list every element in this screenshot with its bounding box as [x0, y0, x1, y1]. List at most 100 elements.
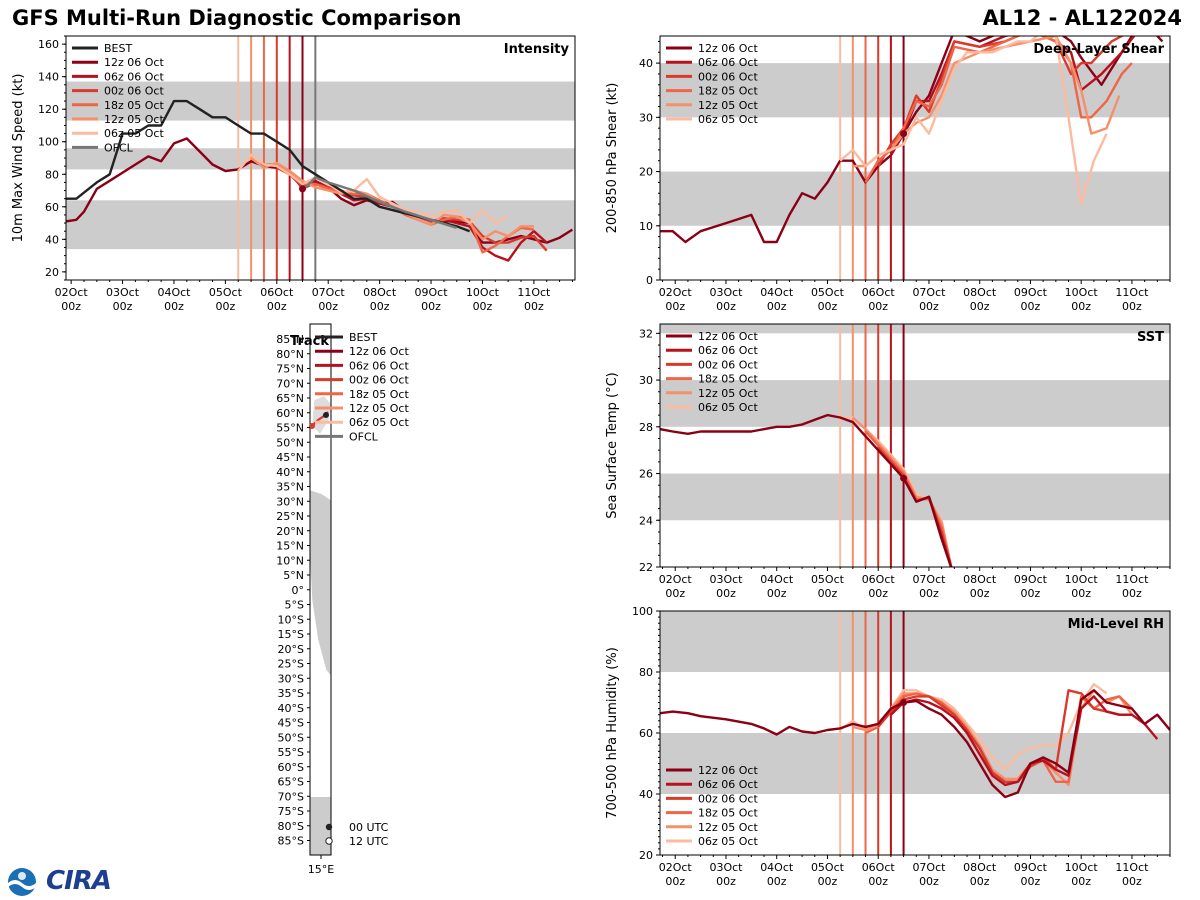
shear-xtick-label: 00z	[1122, 300, 1142, 313]
track-lat-label: 30°S	[278, 672, 304, 685]
shear-marker	[900, 130, 908, 138]
track-lat-label: 65°N	[276, 392, 304, 405]
intensity-xtick-label: 00z	[318, 300, 338, 313]
sst-xtick-label: 05Oct	[811, 573, 845, 586]
track-lat-label: 35°N	[276, 481, 304, 494]
track-position-marker	[309, 423, 315, 429]
track-lat-label: 0°	[292, 584, 305, 597]
sst-xtick-label: 00z	[970, 587, 990, 600]
shear-xtick-label: 08Oct	[963, 286, 997, 299]
rh-series-line	[890, 695, 1159, 787]
intensity-xtick-label: 11Oct	[517, 286, 551, 299]
storm-id: AL12 - AL122024	[982, 6, 1183, 30]
intensity-ytick-label: 100	[38, 136, 59, 149]
sst-xtick-label: 00z	[767, 587, 787, 600]
sst-ytick-label: 32	[639, 327, 653, 340]
shear-ytick-label: 20	[639, 166, 653, 179]
sst-xtick-label: 07Oct	[912, 573, 946, 586]
shear-legend-label: 12z 05 Oct	[698, 99, 758, 112]
sst-xtick-label: 00z	[716, 587, 736, 600]
track-lat-label: 75°S	[278, 805, 304, 818]
track-panel: 85°N 80°N 75°N70°N 65°N 60°N 55°N50°N 45°N 40°N…	[276, 323, 409, 876]
track-lat-label: 25°S	[278, 658, 304, 671]
intensity-xtick-label: 08Oct	[363, 286, 397, 299]
rh-legend-label: 06z 05 Oct	[698, 835, 758, 848]
rh-xtick-label: 00z	[818, 875, 838, 888]
intensity-xtick-label: 04Oct	[157, 286, 191, 299]
rh-legend-label: 00z 06 Oct	[698, 792, 758, 805]
intensity-legend-label: 18z 05 Oct	[104, 99, 164, 112]
intensity-xtick-label: 00z	[370, 300, 390, 313]
rh-xtick-label: 04Oct	[760, 861, 794, 874]
sst-xtick-label: 09Oct	[1014, 573, 1048, 586]
track-lat-label: 10°N	[276, 554, 304, 567]
intensity-ytick-label: 160	[38, 38, 59, 51]
shear-legend-label: 18z 05 Oct	[698, 85, 758, 98]
rh-xtick-label: 00z	[919, 875, 939, 888]
rh-marker	[900, 699, 908, 706]
track-legend-label: OFCL	[349, 430, 379, 443]
track-lat-label: 5°S	[285, 599, 304, 612]
sst-legend-label: 18z 05 Oct	[698, 373, 758, 386]
rh-xtick-label: 00z	[868, 875, 888, 888]
shear-xtick-label: 07Oct	[912, 286, 946, 299]
shear-series-line	[660, 36, 1164, 244]
track-lat-label: 10°S	[278, 613, 304, 626]
utc12-marker-icon	[325, 837, 333, 845]
sst-xtick-label: 02Oct	[659, 573, 693, 586]
shear-xtick-label: 05Oct	[811, 286, 845, 299]
shear-legend-label: 06z 06 Oct	[698, 56, 758, 69]
intensity-xtick-label: 10Oct	[466, 286, 500, 299]
intensity-ytick-label: 60	[45, 201, 59, 214]
rh-ytick-label: 100	[632, 605, 653, 618]
rh-legend-label: 18z 05 Oct	[698, 807, 758, 820]
intensity-ylabel: 10m Max Wind Speed (kt)	[11, 74, 26, 243]
track-lat-label: 20°S	[278, 643, 304, 656]
intensity-xtick-label: 00z	[524, 300, 544, 313]
shear-ytick-label: 0	[646, 274, 653, 287]
sst-legend-label: 12z 05 Oct	[698, 387, 758, 400]
sst-xtick-label: 10Oct	[1065, 573, 1099, 586]
shear-series-line	[839, 36, 1108, 206]
shear-xtick-label: 03Oct	[709, 286, 743, 299]
rh-xtick-label: 00z	[665, 875, 685, 888]
sst-xtick-label: 00z	[818, 587, 838, 600]
intensity-ytick-label: 120	[38, 103, 59, 116]
rh-xtick-label: 00z	[1071, 875, 1091, 888]
rh-xtick-label: 00z	[716, 875, 736, 888]
nesdis-globe-icon	[8, 868, 36, 896]
track-lat-label: 80°N	[276, 348, 304, 361]
sst-series-line	[660, 413, 953, 567]
rh-panel-title: Mid-Level RH	[1068, 617, 1164, 632]
track-lat-label: 25°N	[276, 510, 304, 523]
track-lat-label: 5°N	[283, 569, 304, 582]
sst-xtick-label: 11Oct	[1115, 573, 1149, 586]
sst-xtick-label: 04Oct	[760, 573, 794, 586]
rh-ytick-label: 80	[639, 666, 653, 679]
track-lat-label: 40°N	[276, 466, 304, 479]
track-lat-label: 85°N	[276, 333, 304, 346]
track-lat-label: 85°S	[278, 835, 304, 848]
track-lat-label: 45°S	[278, 717, 304, 730]
intensity-panel-title: Intensity	[504, 42, 570, 57]
track-legend-label: 06z 06 Oct	[349, 359, 409, 372]
rh-legend-label: 12z 06 Oct	[698, 764, 758, 777]
rh-xtick-label: 11Oct	[1115, 861, 1149, 874]
intensity-xtick-label: 00z	[267, 300, 287, 313]
intensity-legend-label: 12z 06 Oct	[104, 56, 164, 69]
rh-ytick-label: 40	[639, 788, 653, 801]
intensity-series-line	[66, 99, 471, 233]
track-lat-label: 70°S	[278, 790, 304, 803]
shear-series-line	[889, 36, 1163, 156]
track-lat-label: 75°N	[276, 363, 304, 376]
track-legend-12utc: 12 UTC	[349, 835, 389, 848]
shear-ytick-label: 40	[639, 57, 653, 70]
shear-panel-title: Deep-Layer Shear	[1033, 42, 1164, 57]
shear-xtick-label: 00z	[919, 300, 939, 313]
sst-xtick-label: 08Oct	[963, 573, 997, 586]
intensity-panel: 2040608010012014016002Oct00z03Oct00z04Oc…	[11, 35, 576, 313]
sst-panel-title: SST	[1137, 330, 1164, 345]
intensity-band	[66, 148, 575, 170]
sst-ylabel: Sea Surface Temp (°C)	[605, 372, 620, 519]
